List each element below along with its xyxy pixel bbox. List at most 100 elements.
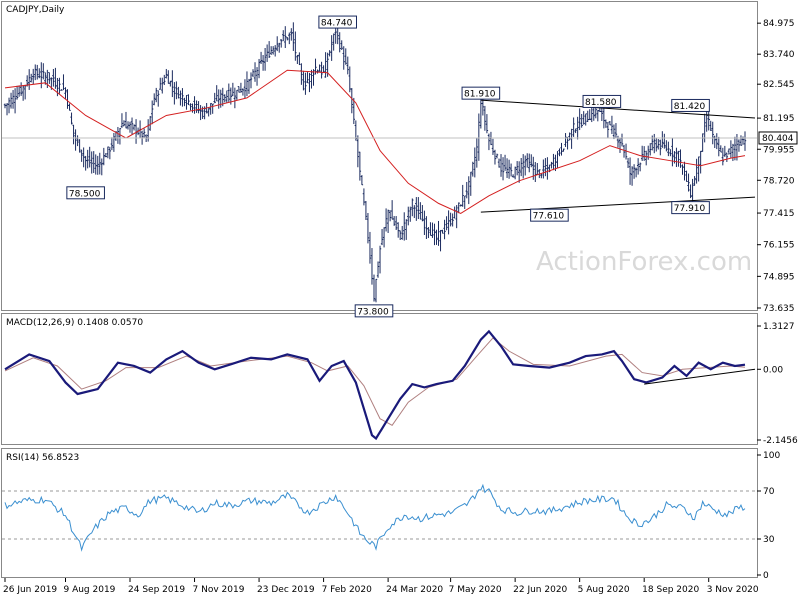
ohlc-bar (173, 82, 176, 105)
ohlc-bar (495, 153, 499, 159)
ohlc-bar (505, 158, 509, 178)
ohlc-bar (679, 149, 682, 168)
ohlc-bar (183, 97, 186, 107)
ohlc-bar (3, 103, 7, 109)
ohlc-bar (294, 31, 297, 61)
ohlc-bar (513, 166, 517, 180)
ohlc-bar (608, 121, 612, 126)
ohlc-bar (62, 74, 65, 91)
ohlc-bar (572, 117, 575, 137)
ohlc-bar (469, 171, 472, 196)
ohlc-bar (280, 39, 283, 48)
macd-line (4, 329, 746, 441)
macd-axis-tick-label: 0.00 (763, 365, 783, 375)
ohlc-bar (245, 71, 249, 97)
ohlc-bar (655, 137, 658, 152)
ohlc-bar (556, 151, 559, 169)
ohlc-bar (118, 127, 122, 145)
ohlc-bar (300, 63, 303, 85)
ohlc-bar (634, 167, 638, 178)
x-axis-tick-label: 18 Sep 2020 (642, 585, 699, 595)
macd-layer (4, 329, 756, 441)
ohlc-bar (663, 133, 666, 149)
ohlc-bar (558, 148, 561, 157)
ohlc-bar (344, 48, 347, 65)
ohlc-bar (134, 119, 138, 144)
ohlc-bar (235, 89, 239, 100)
ohlc-bar (38, 68, 41, 79)
ohlc-bar (630, 166, 634, 186)
ohlc-bar (580, 113, 583, 128)
ohlc-bar (445, 216, 448, 231)
ohlc-bar (112, 132, 116, 152)
x-axis-tick-label: 3 Nov 2020 (707, 585, 759, 595)
ohlc-bar (501, 157, 505, 181)
ohlc-bar (324, 52, 327, 78)
ohlc-bar (175, 81, 178, 100)
ohlc-bar (150, 100, 154, 125)
ohlc-bar (665, 140, 668, 152)
ohlc-bar (405, 219, 408, 240)
ohlc-bar (661, 131, 664, 148)
price-annotation-label: 78.500 (69, 189, 101, 199)
ohlc-bar (165, 68, 168, 79)
macd-title: MACD(12,26,9) 0.1408 0.0570 (6, 318, 143, 328)
price-annotation-label: 81.580 (585, 98, 617, 108)
ohlc-bar (191, 103, 194, 113)
axis-layer: 84.975 83.740 82.545 81.195 79.955 78.720 77.4… (3, 19, 798, 595)
ohlc-bar (399, 230, 402, 241)
ohlc-bar (614, 123, 618, 138)
ohlc-bar (342, 46, 345, 70)
ohlc-bar (30, 73, 33, 83)
ohlc-bar (74, 129, 77, 151)
ohlc-bar (701, 133, 704, 152)
watermark: ActionForex.com (536, 247, 752, 277)
ohlc-bar (223, 94, 226, 103)
ohlc-bar (58, 77, 61, 94)
ohlc-bar (374, 278, 378, 303)
ohlc-bar (106, 146, 110, 159)
ohlc-bar (649, 143, 652, 156)
ohlc-bar (427, 227, 430, 239)
ohlc-bar (378, 245, 382, 274)
ohlc-bar (524, 155, 527, 176)
ohlc-bar (509, 163, 513, 177)
ohlc-bar (435, 229, 438, 245)
rsi-panel-frame (1, 448, 758, 578)
ohlc-bar (261, 54, 265, 71)
ohlc-bar (415, 197, 418, 221)
ohlc-bar (380, 229, 384, 246)
ohlc-bar (241, 88, 245, 96)
ohlc-bar (433, 223, 436, 246)
x-axis-tick-label: 24 Mar 2020 (386, 585, 443, 595)
ohlc-bar (92, 151, 95, 174)
ohlc-bar (675, 147, 678, 167)
x-axis-tick-label: 7 Feb 2020 (322, 585, 373, 595)
ohlc-bar (677, 150, 680, 167)
price-annotation-box (66, 186, 105, 200)
ohlc-bar (130, 117, 134, 135)
ohlc-bar (588, 109, 591, 121)
ohlc-bar (350, 88, 354, 114)
ohlc-bar (98, 152, 101, 175)
ohlc-bar (13, 88, 17, 114)
ohlc-bar (574, 128, 577, 134)
ohlc-bar (193, 96, 196, 114)
price-annotation-box (582, 94, 622, 108)
ohlc-bar (596, 109, 600, 122)
ohlc-bar (636, 158, 640, 175)
ohlc-bar (288, 32, 291, 45)
ohlc-bar (304, 72, 307, 95)
ohlc-bar (717, 136, 720, 157)
ohlc-bar (437, 220, 440, 246)
ohlc-bar (354, 120, 358, 141)
ohlc-bar (550, 161, 553, 169)
ohlc-bar (638, 162, 642, 172)
x-axis-tick-label: 23 Dec 2019 (257, 585, 315, 595)
ohlc-bar (290, 28, 293, 41)
x-axis-tick-label: 24 Sep 2019 (128, 585, 185, 595)
ohlc-bar (269, 46, 273, 55)
ohlc-bar (739, 135, 743, 146)
